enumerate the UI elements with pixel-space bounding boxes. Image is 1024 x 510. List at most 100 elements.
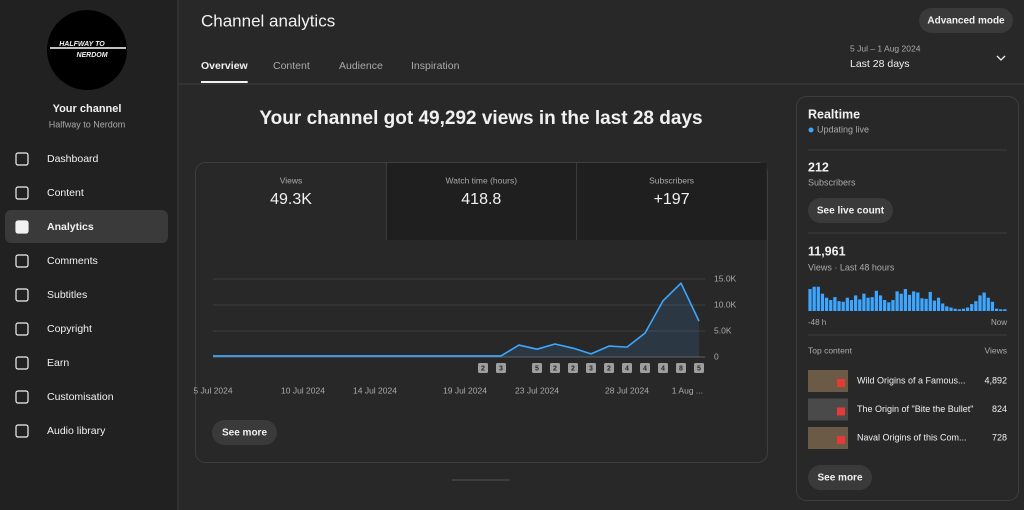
realtime-bar [820,293,825,311]
live-count-label[interactable]: See live count [817,206,885,217]
realtime-bar [982,292,986,311]
tab[interactable]: Content [273,60,310,72]
upload-marker-count[interactable]: 8 [679,365,683,372]
upload-marker[interactable] [658,363,668,373]
realtime-bar [974,301,978,311]
upload-marker-count[interactable]: 4 [661,365,665,372]
upload-marker-count[interactable]: 4 [643,365,647,372]
nav-item[interactable]: Copyright [47,323,92,335]
nav-item[interactable]: Analytics [47,221,94,233]
channel-title: Your channel [53,103,122,115]
upload-marker-count[interactable]: 3 [589,365,593,372]
advanced-mode-label[interactable]: Advanced mode [927,16,1005,27]
top-content-title[interactable]: Wild Origins of a Famous... [857,375,966,385]
upload-marker[interactable] [496,363,506,373]
views-column-label: Views [984,345,1007,355]
live-count-button[interactable] [808,198,893,223]
upload-marker[interactable] [478,363,488,373]
upload-marker[interactable] [550,363,560,373]
realtime-card [796,96,1019,501]
y-tick-label: 5.0K [714,325,732,335]
tab[interactable]: Inspiration [411,60,460,72]
logo-text: NERDOM [76,52,107,59]
realtime-title: Realtime [808,107,860,121]
realtime-bar [916,292,920,311]
realtime-bar [903,289,907,311]
date-range[interactable]: 5 Jul – 1 Aug 2024 [850,43,921,53]
realtime-bar [829,300,833,311]
metric-value[interactable]: 49.3K [270,191,312,208]
nav-icon [15,254,29,268]
nav-icon [15,220,29,234]
tab[interactable]: Overview [201,60,249,72]
nav-icon [15,424,29,438]
upload-marker[interactable] [586,363,596,373]
nav-item[interactable]: Dashboard [47,153,99,165]
realtime-see-more-label[interactable]: See more [817,473,862,484]
upload-marker-count[interactable]: 2 [553,365,557,372]
top-content-title[interactable]: The Origin of "Bite the Bullet" [857,404,973,414]
realtime-see-more-button[interactable] [808,465,872,490]
upload-marker[interactable] [676,363,686,373]
metric-value[interactable]: 418.8 [461,191,501,208]
metric-tab-bg[interactable] [386,163,577,240]
nav-item[interactable]: Audio library [47,425,106,437]
upload-marker-count[interactable]: 5 [535,365,539,372]
realtime-bar [928,291,932,311]
channel-logo [47,10,127,90]
date-chevron[interactable] [996,55,1006,61]
realtime-status: Updating live [817,124,869,134]
date-period[interactable]: Last 28 days [850,58,910,70]
advanced-mode-button[interactable] [919,8,1013,33]
realtime-bar [833,297,837,311]
realtime-bar [862,293,866,311]
upload-marker[interactable] [640,363,650,373]
nav-icon [15,322,29,336]
see-more-button[interactable] [212,420,277,445]
y-tick-label: 10.0K [714,299,737,309]
upload-marker-count[interactable]: 2 [607,365,611,372]
metric-label[interactable]: Subscribers [649,175,694,185]
metric-value[interactable]: +197 [654,191,690,208]
x-tick-label: 28 Jul 2024 [605,385,649,395]
upload-marker[interactable] [694,363,704,373]
tab[interactable]: Audience [339,60,383,72]
upload-marker[interactable] [604,363,614,373]
metric-label[interactable]: Watch time (hours) [446,175,518,185]
realtime-bar [812,286,816,311]
realtime-bar [874,290,878,311]
realtime-bar [986,297,990,311]
nav-item[interactable]: Customisation [47,391,114,403]
realtime-bar [920,298,924,311]
realtime-bar [887,302,891,311]
top-content-views: 4,892 [984,375,1007,385]
nav-icon [15,390,29,404]
upload-marker-count[interactable]: 2 [481,365,485,372]
top-content-views: 728 [992,432,1007,442]
nav-item[interactable]: Earn [47,357,69,369]
upload-marker[interactable] [622,363,632,373]
thumbnail-badge [837,379,845,387]
upload-marker-count[interactable]: 5 [697,365,701,372]
metric-tab-bg[interactable] [576,163,767,240]
metric-label[interactable]: Views [280,175,303,185]
upload-marker-count[interactable]: 3 [499,365,503,372]
upload-marker[interactable] [532,363,542,373]
realtime-bar [816,286,820,311]
line [213,282,700,357]
nav-item[interactable]: Subtitles [47,289,87,301]
realtime-bar [970,304,974,311]
logo-text: HALFWAY TO [59,41,105,48]
upload-marker[interactable] [568,363,578,373]
views-label: Views · Last 48 hours [808,262,895,272]
realtime-bar [999,309,1003,311]
upload-marker-count[interactable]: 4 [625,365,629,372]
upload-marker-count[interactable]: 2 [571,365,575,372]
nav-item[interactable]: Content [47,187,84,199]
realtime-bar [907,294,912,311]
top-content-title[interactable]: Naval Origins of this Com... [857,432,967,442]
see-more-label[interactable]: See more [222,428,267,439]
nav-item[interactable]: Comments [47,255,98,267]
x-tick-label: 10 Jul 2024 [281,385,325,395]
